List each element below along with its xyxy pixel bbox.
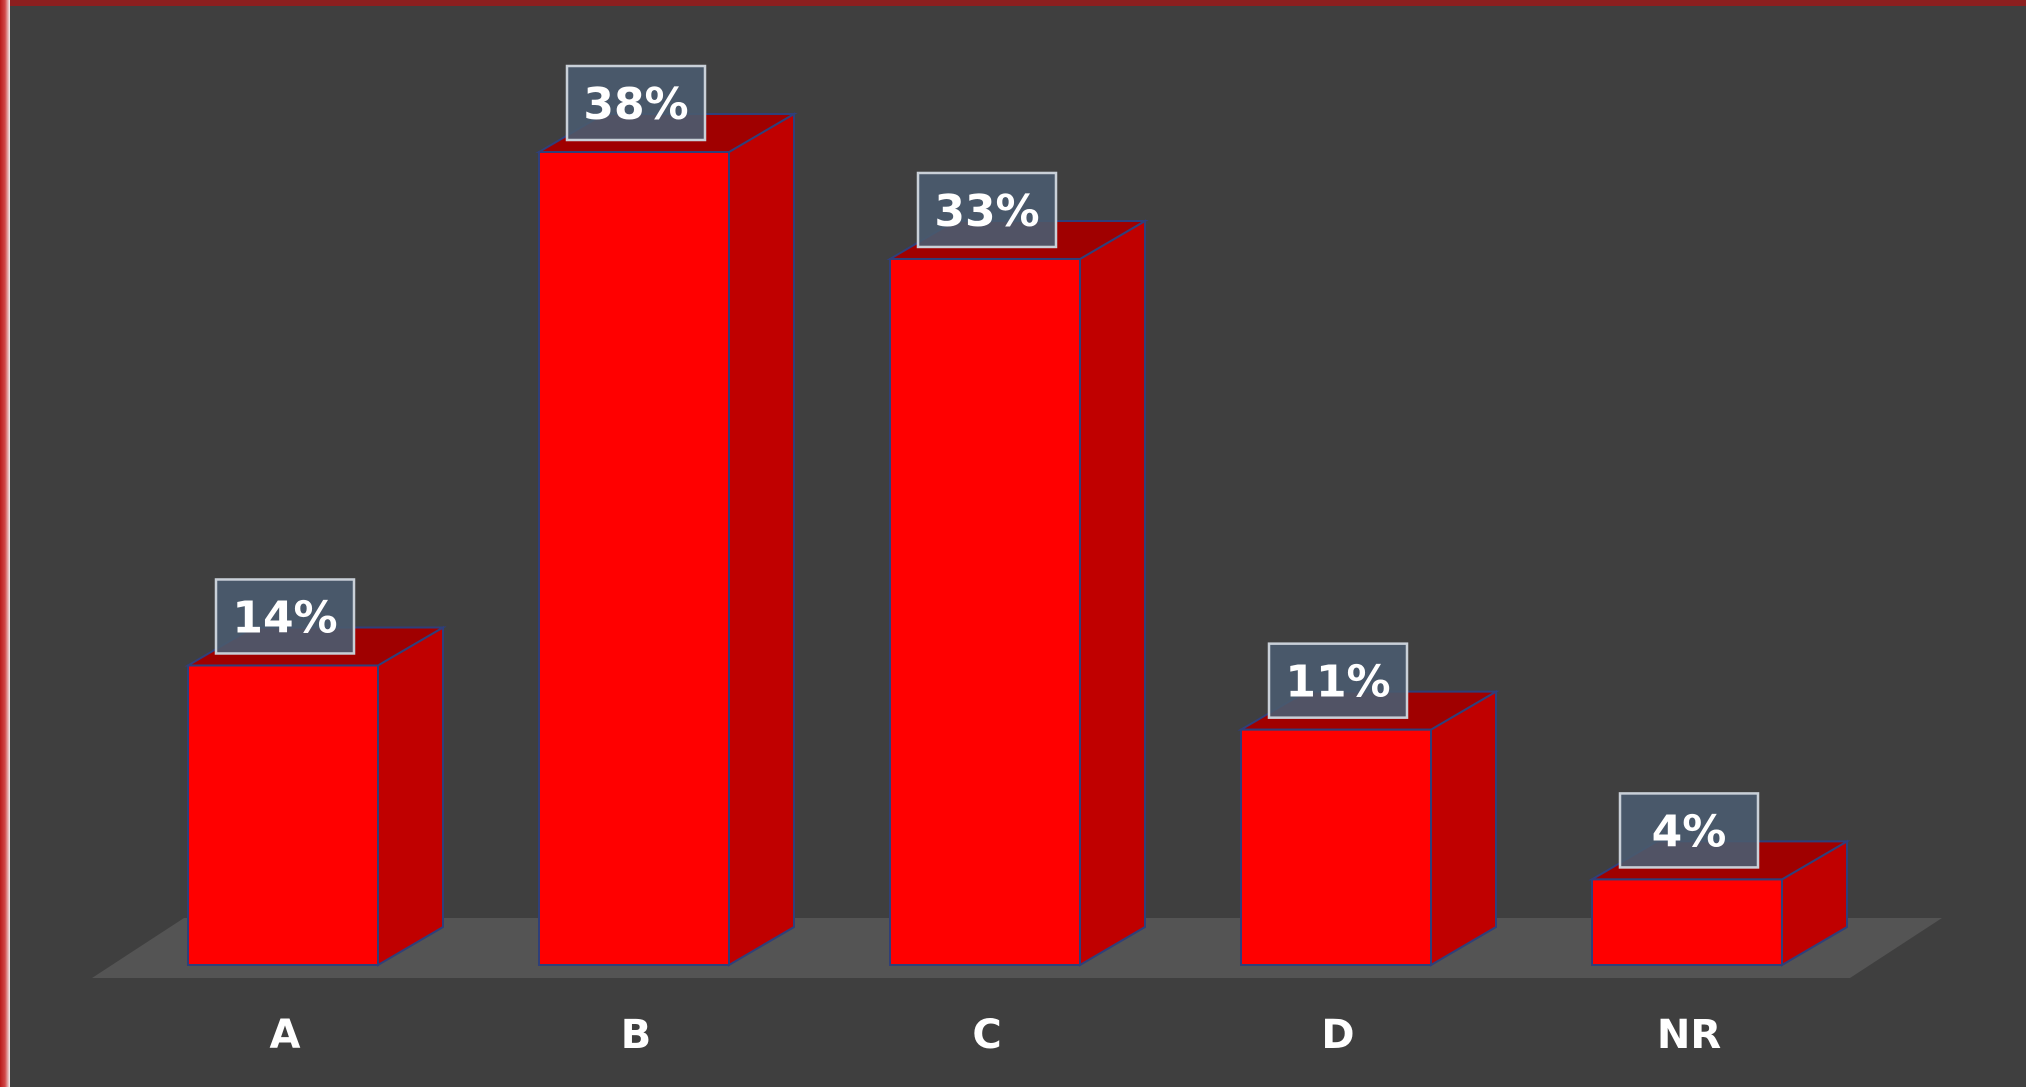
bar-b [535, 112, 798, 967]
category-label-nr: NR [1657, 1012, 1721, 1058]
data-label-c: 33% [916, 171, 1058, 249]
bar-nr [1588, 839, 1851, 967]
bar-front-face [538, 151, 730, 966]
data-label-box [214, 578, 356, 655]
data-label-box [916, 171, 1058, 249]
data-label-text: 14% [232, 592, 337, 643]
data-label-d: 11% [1267, 642, 1409, 719]
left-border [0, 0, 10, 1087]
data-label-box [1618, 792, 1760, 869]
bar-side-face [377, 625, 444, 967]
bar-front-face [1591, 878, 1783, 967]
category-label-a: A [270, 1012, 301, 1058]
bar-side-face [1079, 219, 1146, 967]
top-border [0, 0, 2026, 6]
category-label-b: B [621, 1012, 652, 1058]
category-label-c: C [972, 1012, 1001, 1058]
bar-a [184, 625, 447, 967]
category-labels: A B C D NR [270, 1012, 1722, 1058]
data-label-box [1267, 642, 1409, 719]
data-label-text: 38% [583, 79, 688, 130]
bar-front-face [187, 664, 379, 966]
data-label-b: 38% [565, 64, 707, 142]
bar-c [886, 219, 1149, 967]
data-label-a: 14% [214, 578, 356, 655]
data-label-text: 11% [1285, 657, 1390, 708]
bar-d [1237, 689, 1500, 967]
data-label-box [565, 64, 707, 142]
labels-layer: 14% 38% 33% 11% 4% [214, 64, 1760, 869]
data-label-text: 4% [1652, 806, 1727, 857]
data-label-nr: 4% [1618, 792, 1760, 869]
data-label-text: 33% [934, 186, 1039, 237]
bar-side-face [728, 112, 795, 967]
bar-front-face [889, 257, 1081, 966]
category-label-d: D [1321, 1012, 1354, 1058]
bar-front-face [1240, 728, 1432, 966]
bar-side-face [1430, 689, 1497, 967]
